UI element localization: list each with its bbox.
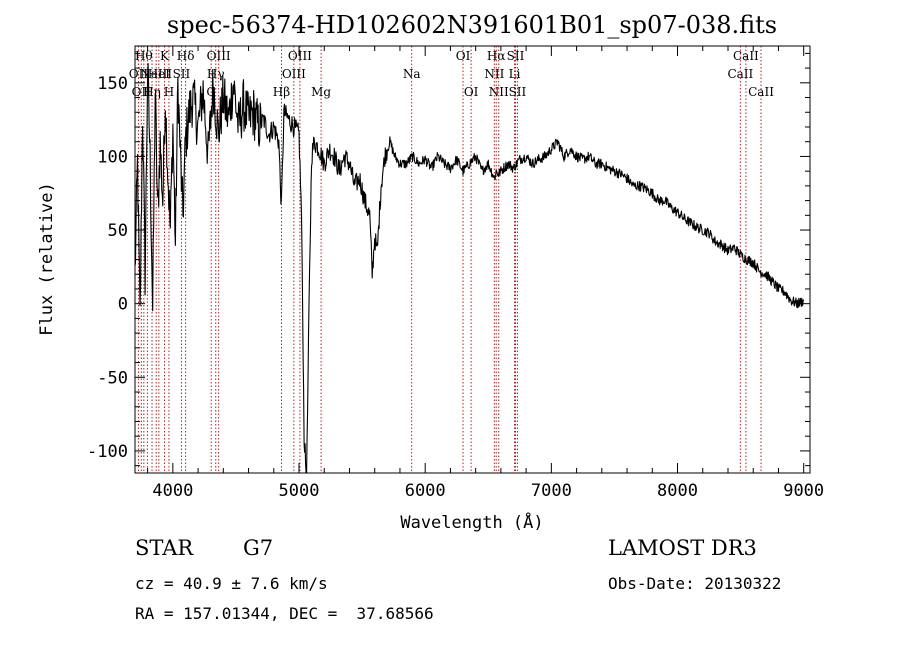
x-axis-label: Wavelength (Å) — [400, 511, 543, 533]
line-label: CaII — [727, 67, 753, 81]
x-tick-label: 8000 — [657, 481, 698, 501]
line-label: Hγ — [207, 67, 225, 81]
line-label: OI — [464, 85, 479, 99]
line-label: OII — [132, 85, 152, 99]
line-label: OI — [456, 49, 471, 63]
line-label: OIII — [207, 49, 231, 63]
y-tick-label: 50 — [108, 221, 128, 241]
line-label: OIII — [282, 67, 306, 81]
line-label: H — [164, 85, 174, 99]
redshift-cz: cz = 40.9 ± 7.6 km/s — [135, 574, 328, 593]
y-tick-label: 0 — [118, 295, 128, 315]
chart-title: spec-56374-HD102602N391601B01_sp07-038.f… — [167, 11, 777, 39]
survey-name: LAMOST DR3 — [608, 536, 757, 560]
line-label: Mg — [311, 85, 331, 99]
x-tick-label: 4000 — [152, 481, 193, 501]
line-label: Hδ — [177, 49, 195, 63]
y-axis-label: Flux (relative) — [37, 182, 57, 336]
spectrum-line — [134, 63, 805, 474]
line-label: CaII — [748, 85, 774, 99]
line-label: SII — [507, 49, 525, 63]
line-label: CaII — [733, 49, 759, 63]
line-label: Hα — [487, 49, 506, 63]
line-label: Hθ — [135, 49, 153, 63]
x-tick-label: 6000 — [405, 481, 446, 501]
object-class: G7 — [243, 536, 274, 560]
object-type: STAR — [135, 536, 194, 560]
line-label: SII — [173, 67, 191, 81]
spectral-line-markers — [137, 46, 762, 473]
line-label: Hβ — [273, 85, 290, 99]
line-label: OII — [129, 67, 149, 81]
y-axis-ticks: -100 -50 0 50 100 150 — [87, 52, 810, 467]
y-tick-label: 100 — [97, 147, 128, 167]
line-label: Li — [509, 67, 521, 81]
spectral-line-labels: OIIOIIHθHηNeIIIHeIKHSIIHδGHγOIIIHβOIIIOI… — [129, 49, 774, 99]
x-tick-label: 9000 — [783, 481, 824, 501]
observation-date: Obs-Date: 20130322 — [608, 574, 782, 593]
ra-dec-coordinates: RA = 157.01344, DEC = 37.68566 — [135, 604, 434, 623]
line-label: G — [206, 85, 216, 99]
line-label: SII — [509, 85, 527, 99]
y-tick-label: -100 — [87, 442, 128, 462]
line-label: OIII — [288, 49, 312, 63]
line-label: Na — [403, 67, 421, 81]
line-label: Hη — [143, 85, 161, 99]
x-tick-label: 7000 — [531, 481, 572, 501]
x-axis-ticks: 4000 5000 6000 7000 8000 9000 — [147, 46, 824, 501]
line-label: NII — [489, 85, 509, 99]
y-tick-label: -50 — [97, 368, 128, 388]
line-label: HeI — [148, 67, 171, 81]
x-tick-label: 5000 — [279, 481, 320, 501]
line-label: NII — [484, 67, 504, 81]
line-label: K — [160, 49, 170, 63]
y-tick-label: 150 — [97, 74, 128, 94]
